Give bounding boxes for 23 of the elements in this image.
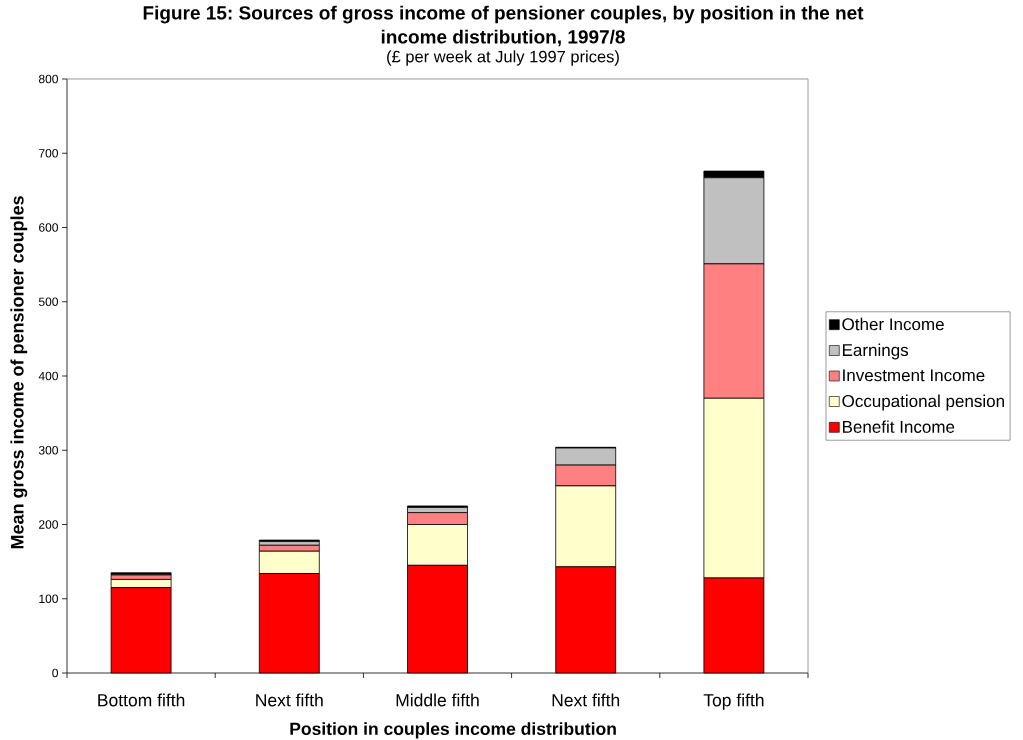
y-tick-label: 600 — [39, 223, 58, 232]
x-tick-label: Next fifth — [552, 693, 620, 707]
y-axis-title: Mean gross income of pensioner couples — [10, 196, 28, 549]
y-tick-label: 0 — [52, 668, 58, 678]
y-tick-label: 500 — [38, 297, 58, 306]
legend-label: Investment Income — [843, 369, 985, 382]
legend-label: Other Income — [842, 317, 944, 331]
x-tick-label: Bottom fifth — [98, 693, 185, 707]
y-tick-label: 100 — [39, 594, 58, 603]
y-tick-label: 800 — [38, 74, 58, 84]
y-tick-label: 200 — [39, 520, 58, 529]
legend-label: Earnings — [842, 343, 909, 360]
y-tick-label: 300 — [38, 446, 58, 455]
y-tick-label: 700 — [39, 149, 58, 158]
legend-label: Occupational pension — [842, 394, 1004, 411]
x-tick-label: Top fifth — [703, 693, 764, 710]
chart-subtitle: (£ per week at July 1997 prices) — [387, 50, 619, 66]
legend-label: Benefit Income — [842, 420, 955, 433]
x-axis-title: Position in couples income distribution — [290, 722, 616, 739]
chart-title: Figure 15: Sources of gross income of pensioner couples, by position in the net income distribution, 1997/8 — [143, 5, 864, 47]
x-tick-label: Middle fifth — [396, 693, 479, 707]
x-tick-label: Next fifth — [256, 693, 323, 707]
y-tick-label: 400 — [38, 371, 58, 381]
